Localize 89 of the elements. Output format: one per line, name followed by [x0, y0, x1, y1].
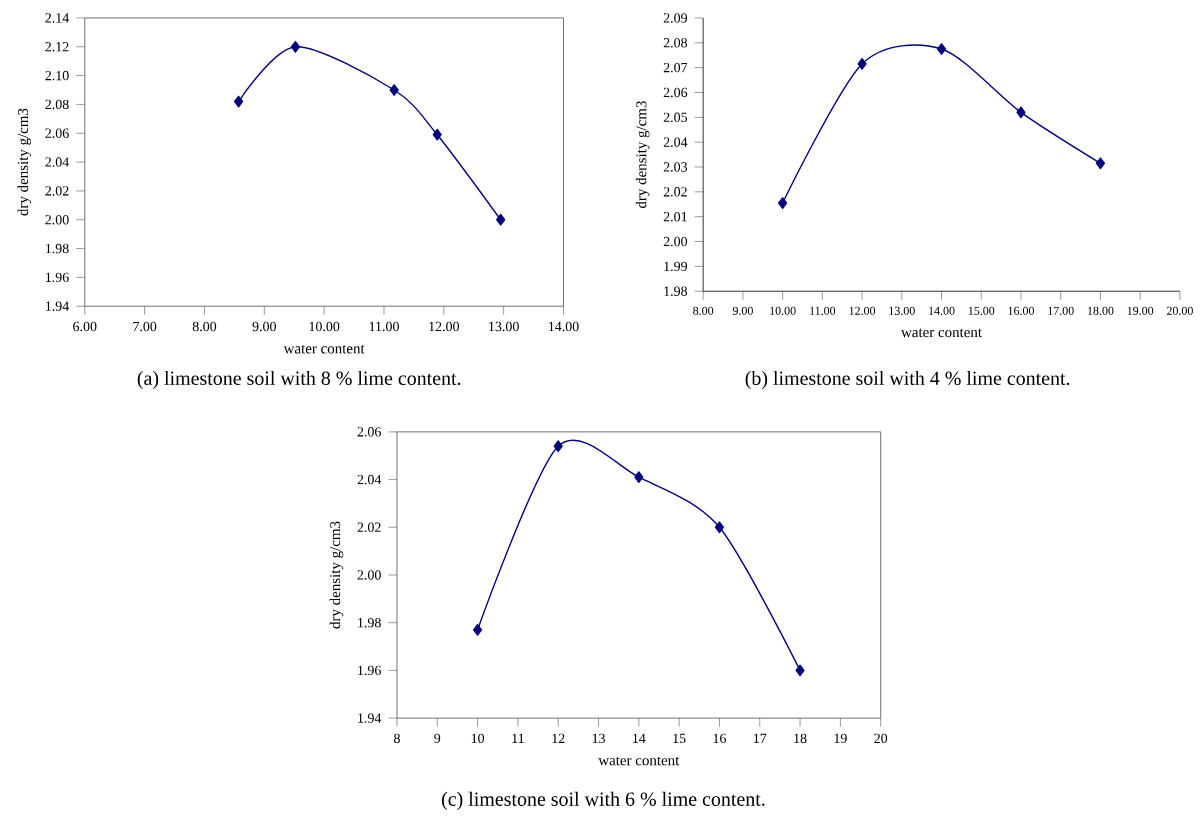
y-tick-label: 2.00: [45, 215, 69, 225]
y-axis-title: dry density g/cm3: [329, 521, 344, 629]
y-tick-label: 2.04: [45, 157, 69, 167]
point: [389, 84, 399, 96]
x-tick-label: 7.00: [133, 321, 157, 332]
x-tick-label: 15.00: [968, 306, 995, 315]
x-tick-label: 13.00: [489, 321, 519, 332]
y-tick-label: 2.06: [45, 128, 69, 139]
x-tick-label: 20: [874, 733, 888, 744]
text: (b) limestone soil with 4 % lime content.: [745, 371, 1070, 390]
point: [1095, 157, 1106, 170]
x-tick-label: 12.00: [429, 321, 459, 332]
point: [857, 58, 867, 70]
point: [553, 440, 563, 453]
x-tick-label: 19.00: [1127, 306, 1154, 315]
y-tick-label: 2.14: [45, 13, 69, 23]
y-tick-label: 1.94: [358, 713, 382, 723]
x-tick-label: 9: [434, 733, 441, 744]
x-tick-label: 14.00: [929, 306, 955, 315]
x-axis-title: water content: [598, 756, 680, 766]
point: [778, 197, 788, 209]
point: [432, 128, 442, 141]
y-tick-label: 2.02: [45, 186, 69, 196]
point: [795, 664, 805, 677]
point: [496, 213, 506, 226]
y-tick-label: 2.04: [663, 137, 688, 147]
x-tick-label: 18: [794, 733, 807, 744]
x-tick-label: 8.00: [693, 306, 714, 315]
y-tick-label: 2.08: [45, 99, 69, 110]
point: [1016, 106, 1026, 119]
x-tick-label: 20.00: [1166, 306, 1193, 315]
y-tick-label: 2.06: [357, 427, 381, 437]
x-tick-label: 8: [394, 733, 400, 744]
y-tick-label: 2.02: [663, 187, 687, 197]
x-axis-title: water content: [283, 345, 365, 354]
point: [634, 471, 644, 484]
x-tick-label: 10.00: [309, 321, 340, 332]
x-tick-label: 13.00: [889, 306, 915, 315]
x-tick-label: 16: [713, 733, 727, 744]
y-tick-label: 2.10: [45, 70, 69, 81]
x-tick-label: 10: [471, 733, 485, 744]
x-axis-title: water content: [901, 328, 982, 338]
y-tick-label: 2.02: [357, 522, 381, 533]
x-tick-label: 17: [754, 733, 767, 743]
point: [472, 624, 483, 636]
x-tick-label: 19: [834, 733, 847, 744]
x-tick-label: 13: [592, 733, 605, 744]
x-tick-label: 18.00: [1088, 306, 1114, 315]
x-tick-label: 14.00: [549, 321, 579, 332]
y-tick-label: 1.98: [358, 618, 381, 628]
point: [714, 521, 725, 534]
y-tick-label: 2.01: [663, 212, 687, 222]
point: [233, 95, 244, 108]
y-tick-label: 1.96: [358, 665, 381, 676]
point: [290, 40, 301, 53]
x-tick-label: 14: [633, 733, 646, 743]
x-tick-label: 8.00: [192, 321, 217, 332]
x-tick-label: 11: [512, 733, 524, 743]
x-tick-label: 17.00: [1048, 306, 1074, 315]
y-tick-label: 2.03: [663, 162, 688, 172]
y-tick-label: 2.04: [357, 474, 382, 485]
point: [936, 43, 947, 55]
x-tick-label: 9.00: [252, 321, 276, 332]
y-tick-label: 1.96: [46, 272, 69, 283]
x-tick-label: 11.00: [810, 306, 836, 315]
y-tick-label: 1.94: [46, 301, 69, 311]
y-tick-label: 2.06: [663, 87, 688, 98]
text: (c) limestone soil with 6 % lime content.: [441, 791, 765, 811]
x-tick-label: 15: [673, 733, 686, 744]
y-axis-title: dry density g/cm3: [635, 101, 650, 209]
y-tick-label: 2.00: [663, 236, 688, 247]
y-tick-label: 1.98: [664, 286, 688, 297]
x-tick-label: 11.00: [369, 321, 399, 332]
y-axis-title: dry density g/cm3: [17, 108, 32, 216]
y-tick-label: 2.12: [45, 42, 69, 52]
x-tick-label: 6.00: [73, 321, 97, 332]
y-tick-label: 2.08: [663, 38, 688, 48]
y-tick-label: 2.00: [357, 570, 381, 580]
x-tick-label: 10.00: [770, 306, 796, 315]
x-tick-label: 12: [552, 733, 565, 743]
y-tick-label: 2.05: [663, 112, 688, 123]
x-tick-label: 16.00: [1008, 306, 1035, 315]
x-tick-label: 12.00: [849, 306, 876, 315]
text: (a) limestone soil with 8 % lime content.: [137, 371, 461, 390]
x-tick-label: 9.00: [732, 306, 753, 315]
y-tick-label: 1.98: [46, 243, 69, 254]
y-tick-label: 2.09: [663, 13, 688, 23]
y-tick-label: 2.07: [663, 62, 688, 73]
y-tick-label: 1.99: [664, 261, 688, 272]
